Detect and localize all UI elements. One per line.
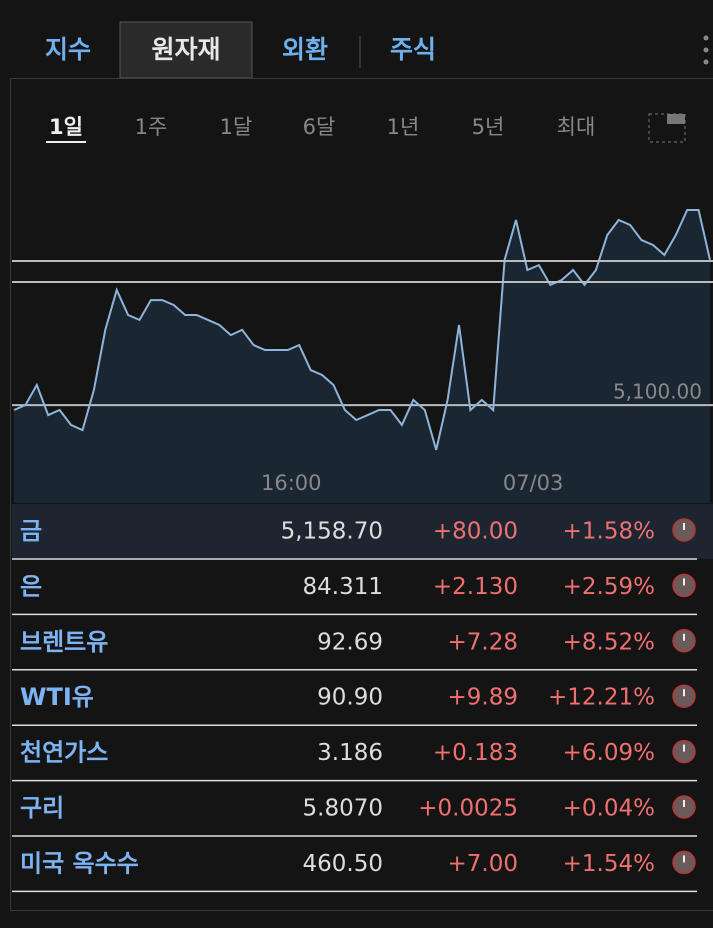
menu-dot	[703, 59, 709, 65]
range-button[interactable]: 6달	[303, 115, 336, 139]
commodity-name[interactable]: 천연가스	[20, 739, 108, 767]
commodity-name[interactable]: 금	[20, 517, 42, 545]
change: +80.00	[433, 519, 518, 545]
change: +2.130	[433, 574, 518, 600]
change: +7.00	[448, 851, 518, 877]
change-percent: +12.21%	[548, 685, 655, 711]
range-button[interactable]: 1달	[220, 115, 253, 139]
x-tick-label: 07/03	[503, 471, 564, 495]
active-tab-bg	[119, 21, 253, 79]
price: 90.90	[317, 685, 383, 711]
price: 5.8070	[303, 796, 383, 822]
price: 92.69	[317, 629, 383, 655]
change: +0.0025	[418, 796, 518, 822]
tab[interactable]: 지수	[45, 35, 91, 64]
price: 5,158.70	[281, 519, 383, 545]
commodity-name[interactable]: 구리	[20, 794, 64, 822]
range-button[interactable]: 1년	[387, 115, 420, 139]
change-percent: +2.59%	[563, 574, 655, 600]
tab[interactable]: 외환	[282, 35, 328, 64]
menu-dot	[703, 47, 709, 53]
range-button[interactable]: 1일	[49, 115, 83, 139]
chart: 5,100.00 16:00 07/03	[12, 209, 713, 503]
y-tick-label: 5,100.00	[613, 380, 702, 404]
price: 460.50	[303, 851, 383, 877]
range-button[interactable]: 최대	[557, 115, 596, 139]
commodity-name[interactable]: 브렌트유	[20, 628, 108, 656]
price: 3.186	[317, 740, 383, 766]
price: 84.311	[303, 574, 383, 600]
commodity-name[interactable]: WTI유	[20, 683, 94, 711]
menu-dot	[703, 35, 709, 41]
x-tick-label: 16:00	[261, 471, 322, 495]
expand-icon-fill	[667, 114, 685, 124]
price-line	[13, 209, 711, 451]
change-percent: +1.58%	[563, 519, 655, 545]
change-percent: +1.54%	[563, 851, 655, 877]
change-percent: +0.04%	[563, 796, 655, 822]
tab[interactable]: 주식	[390, 35, 436, 64]
change-percent: +8.52%	[563, 629, 655, 655]
change: +7.28	[448, 629, 518, 655]
table: 금 5,158.70 +80.00 +1.58% 은 84.311 +2.130 +2.59%…	[12, 504, 713, 893]
commodity-name[interactable]: 미국 옥수수	[20, 849, 139, 877]
tab[interactable]: 원자재	[151, 35, 220, 64]
range-button[interactable]: 5년	[472, 115, 505, 139]
commodity-name[interactable]: 은	[20, 572, 42, 600]
change: +0.183	[433, 740, 518, 766]
row-highlight	[12, 504, 713, 559]
panel-border	[10, 78, 713, 911]
change-percent: +6.09%	[563, 740, 655, 766]
change: +9.89	[448, 685, 518, 711]
area	[14, 210, 710, 503]
range-button[interactable]: 1주	[135, 115, 168, 139]
